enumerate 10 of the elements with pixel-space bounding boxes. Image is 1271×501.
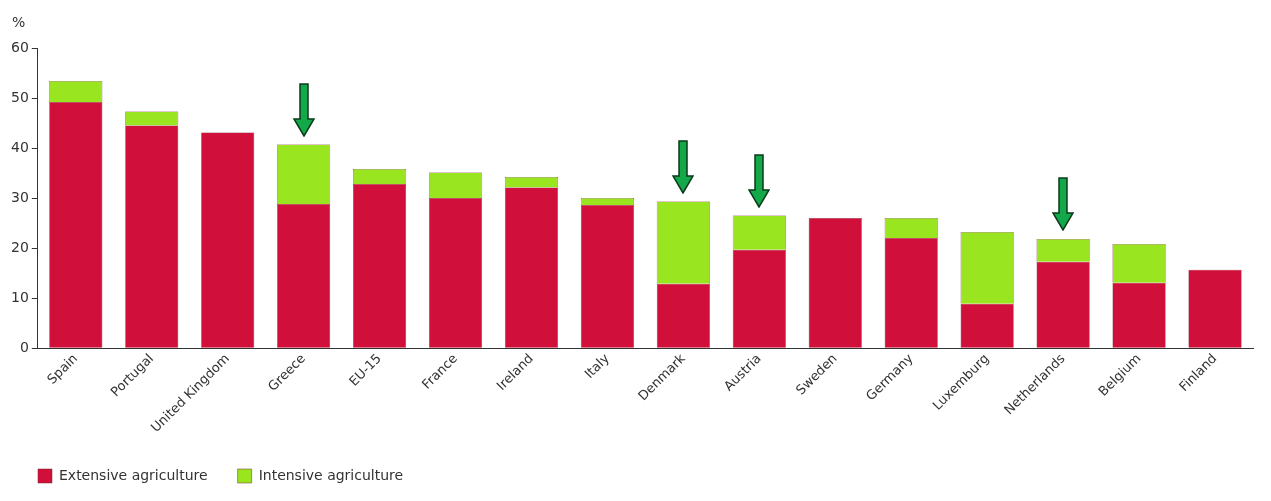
y-tick-label: 50 (10, 88, 29, 105)
legend-label: Extensive agriculture (59, 466, 208, 483)
y-axis-title: % (12, 13, 26, 30)
y-tick-label: 10 (10, 288, 29, 305)
y-tick-label: 40 (10, 138, 29, 155)
legend-label: Intensive agriculture (258, 466, 404, 483)
y-tick-label: 20 (10, 238, 29, 255)
y-tick-label: 60 (10, 38, 29, 55)
y-tick-label: 30 (10, 188, 29, 205)
y-tick-label: 0 (19, 338, 29, 355)
